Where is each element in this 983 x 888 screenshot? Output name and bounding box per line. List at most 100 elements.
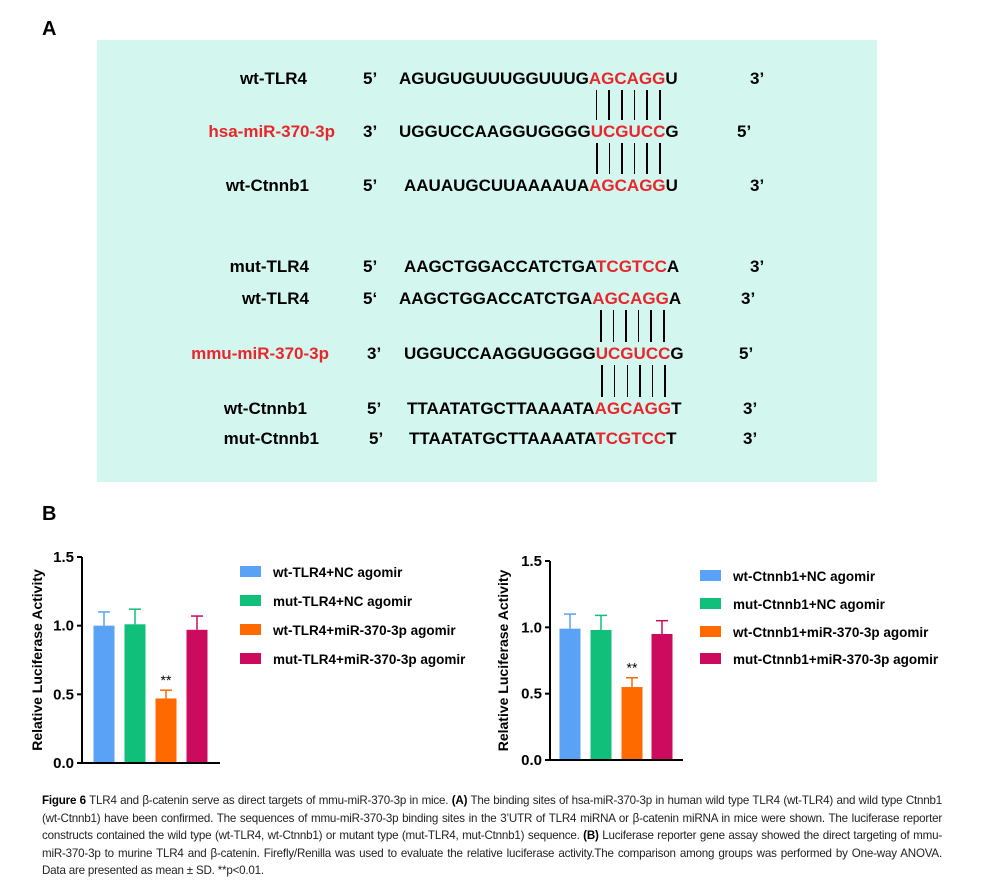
legend-swatch: [700, 598, 721, 609]
binding-site-base: C: [641, 429, 654, 448]
base-pair-line: [601, 365, 603, 397]
panel-b-label: B: [42, 503, 57, 525]
binding-site-base: C: [653, 429, 667, 448]
legend-swatch: [240, 624, 261, 635]
five-prime-label: 3’: [363, 122, 378, 141]
legend-swatch: [240, 595, 261, 606]
binding-site-base: G: [617, 429, 632, 448]
binding-site-base: G: [601, 176, 615, 195]
base-pair-line: [621, 143, 623, 174]
base-pair-line: [595, 90, 598, 120]
sequence-alignment-panel: wt-TLR4 5’ AGUGUGUUUGGUUUGAGCAGGU 3’ hsa-miR…: [97, 40, 877, 482]
bar: [651, 633, 673, 759]
three-prime-label: 3’: [750, 69, 765, 88]
base-pair-line: [612, 310, 615, 342]
legend-label: wt-Ctnnb1+NC agomir: [732, 569, 876, 584]
sequence-suffix: T: [666, 429, 677, 448]
three-prime-label: 3’: [743, 399, 758, 418]
sequence-row: hsa-miR-370-3p 3’ UGGUCCAAGGUGGGGUCGUCCG 5’: [97, 122, 877, 144]
five-prime-label: 5’: [369, 429, 384, 448]
binding-site-base: A: [589, 176, 602, 195]
binding-site-base: U: [590, 122, 604, 141]
sequence-row: wt-TLR4 5‘ AAGCTGGACCATCTGAAGCAGGA 3’: [97, 289, 877, 311]
y-tick-label: 1.5: [521, 553, 542, 570]
sequence-suffix: G: [670, 344, 684, 363]
binding-site-base: T: [631, 429, 642, 448]
legend-label: wt-Ctnnb1+miR-370-3p agomir: [732, 625, 929, 640]
binding-site-base: G: [655, 289, 669, 308]
binding-site-base: C: [606, 257, 619, 276]
binding-site-base: G: [657, 399, 672, 418]
sequence: UGGUCCAAGGUGGGGUCGUCCG: [404, 344, 684, 364]
three-prime-label: 3’: [741, 289, 756, 308]
y-tick-label: 0.0: [521, 752, 542, 769]
base-pair-line: [608, 143, 611, 174]
binding-site-base: C: [614, 69, 627, 88]
sequence-name: hsa-miR-370-3p: [208, 122, 335, 141]
bar: [124, 624, 146, 762]
binding-site-base: U: [595, 344, 609, 363]
five-prime-label: 5’: [363, 176, 378, 195]
significance-label: **: [627, 660, 638, 676]
binding-site-base: C: [640, 122, 654, 141]
binding-site-base: C: [653, 122, 666, 141]
panel-a-label: A: [42, 18, 57, 40]
binding-site-base: A: [630, 289, 643, 308]
caption-bold-text: Figure 6: [42, 794, 86, 807]
sequence-prefix: AAGCTGGACCATCTGA: [399, 289, 593, 308]
caption-text: TLR4 and β-catenin serve as direct targe…: [85, 794, 452, 807]
legend-swatch: [700, 570, 721, 581]
sequence: TTAATATGCTTAAAATATCGTCCT: [409, 429, 677, 449]
base-pair-line: [664, 365, 666, 397]
significance-label: **: [161, 672, 172, 688]
binding-site-base: G: [642, 289, 656, 308]
sequence-suffix: U: [665, 176, 678, 195]
binding-site-base: G: [601, 69, 615, 88]
base-pair-line: [625, 310, 627, 342]
base-pair-line: [637, 310, 640, 342]
bar: [559, 628, 581, 759]
figure-caption: Figure 6 TLR4 and β-catenin serve as dir…: [42, 792, 942, 880]
y-tick-label: 1.5: [53, 549, 74, 566]
caption-text: The binding sites of hsa-miR-370-3p in h…: [42, 794, 943, 842]
binding-site-base: C: [645, 344, 659, 363]
sequence: AAGCTGGACCATCTGATCGTCCA: [404, 257, 679, 277]
base-pair-line: [650, 310, 652, 342]
bar: [93, 625, 115, 762]
five-prime-label: 5’: [363, 69, 378, 88]
binding-site-base: C: [603, 122, 616, 141]
sequence-prefix: TTAATATGCTTAAAATA: [409, 429, 596, 448]
sequence-name: mut-Ctnnb1: [223, 429, 319, 448]
caption-bold-text: (B): [583, 829, 599, 842]
base-pair-line: [651, 365, 654, 397]
base-pair-line: [600, 310, 602, 342]
bar: [155, 698, 177, 762]
sequence-name: mmu-miR-370-3p: [191, 344, 329, 363]
y-tick-label: 0.5: [521, 686, 542, 703]
base-pair-line: [659, 143, 661, 174]
legend-label: wt-TLR4+NC agomir: [272, 565, 403, 580]
binding-site-base: C: [620, 399, 633, 418]
base-pair-line: [608, 90, 610, 120]
three-prime-label: 5’: [739, 344, 754, 363]
y-tick-label: 0.5: [53, 686, 74, 703]
five-prime-label: 3’: [367, 344, 382, 363]
sequence-suffix: U: [665, 69, 678, 88]
bar: [621, 687, 643, 759]
y-axis-label: Relative Luciferase Activity: [495, 570, 511, 752]
legend-swatch: [240, 653, 261, 664]
sequence-row: wt-Ctnnb1 5’ TTAATATGCTTAAAATAAGCAGGT 3’: [97, 399, 877, 421]
binding-site-base: A: [632, 399, 645, 418]
legend-label: mut-TLR4+NC agomir: [273, 594, 413, 609]
binding-site-base: A: [594, 399, 607, 418]
bar: [186, 629, 208, 762]
legend-swatch: [700, 653, 721, 664]
five-prime-label: 5’: [363, 257, 378, 276]
binding-site-base: C: [608, 344, 621, 363]
sequence: AAUAUGCUUAAAAUAAGCAGGU: [404, 176, 678, 196]
base-pair-line: [659, 90, 661, 120]
three-prime-label: 5’: [737, 122, 752, 141]
binding-site-base: G: [639, 176, 653, 195]
base-pair-line: [621, 90, 623, 120]
legend-swatch: [700, 626, 721, 637]
